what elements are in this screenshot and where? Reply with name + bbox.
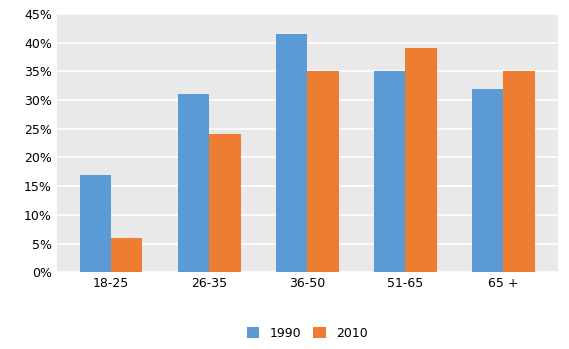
Bar (374, 71, 405, 272)
Bar (80, 174, 111, 272)
Bar (405, 49, 437, 272)
Bar (209, 134, 241, 272)
Bar (276, 34, 307, 272)
Bar (178, 94, 209, 272)
Bar (307, 71, 339, 272)
Bar (472, 89, 504, 272)
Bar (504, 71, 535, 272)
Legend: 1990, 2010: 1990, 2010 (243, 323, 372, 343)
Bar (111, 238, 142, 272)
